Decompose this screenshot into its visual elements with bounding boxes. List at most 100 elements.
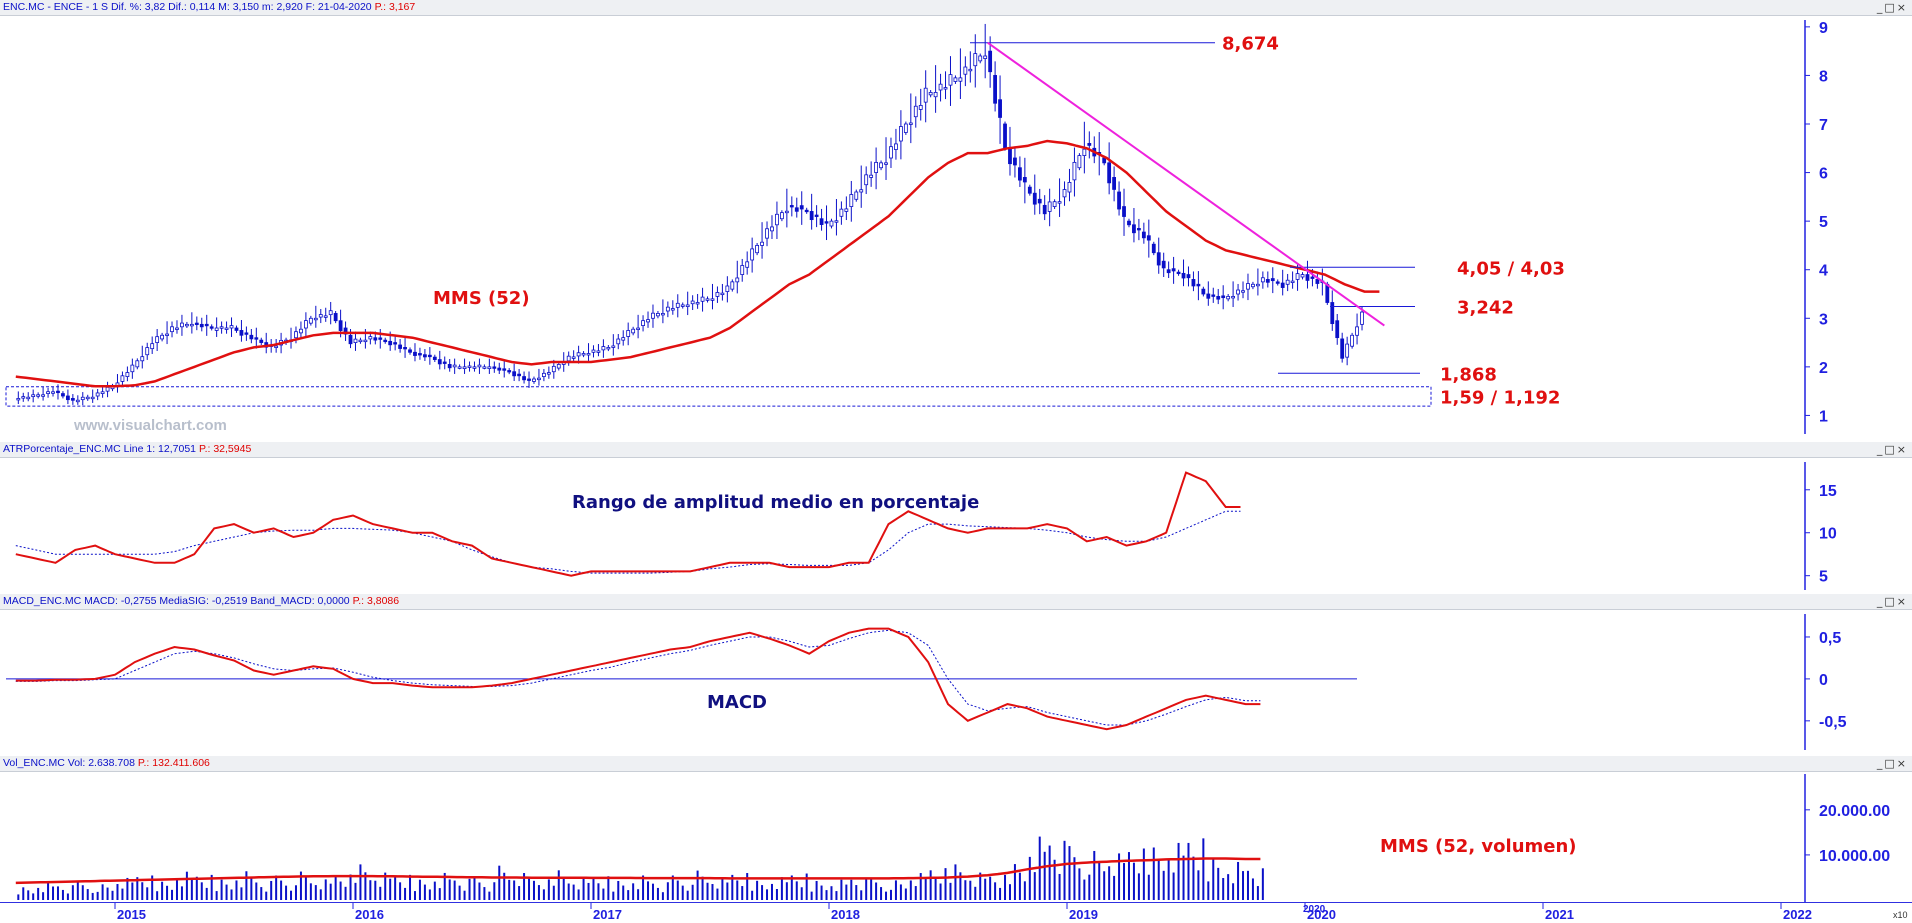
price-candle bbox=[165, 333, 169, 336]
price-candle bbox=[849, 194, 854, 207]
volume-bar bbox=[934, 876, 937, 900]
volume-bar bbox=[542, 889, 545, 900]
price-candle bbox=[1260, 277, 1265, 283]
macd-annotation: MACD bbox=[707, 692, 767, 713]
volume-bar bbox=[175, 880, 178, 900]
price-candle bbox=[1032, 192, 1037, 205]
price-candle bbox=[854, 191, 859, 200]
volume-panel: Vol_ENC.MC Vol: 2.638.708 P.: 132.411.60… bbox=[0, 756, 1912, 902]
price-candle bbox=[497, 367, 502, 371]
price-candle bbox=[1122, 206, 1126, 217]
price-candle bbox=[61, 393, 65, 397]
price-candle bbox=[467, 365, 472, 368]
volume-bar bbox=[116, 884, 119, 900]
price-candle bbox=[1290, 280, 1295, 283]
volume-bar bbox=[448, 879, 451, 900]
atr-panel-last: P.: 32,5945 bbox=[198, 443, 252, 455]
volume-bar bbox=[389, 878, 392, 900]
macd-panel-window-controls[interactable]: _□× bbox=[1876, 595, 1908, 608]
volume-bar bbox=[151, 875, 154, 900]
price-candle bbox=[670, 308, 675, 311]
axis-corner-label: x10 bbox=[1893, 910, 1908, 920]
volume-bar bbox=[1197, 870, 1200, 900]
volume-bar bbox=[1053, 859, 1056, 900]
volume-bar bbox=[989, 876, 992, 900]
price-candle bbox=[145, 347, 150, 356]
price-candle bbox=[690, 300, 695, 305]
price-candle bbox=[551, 365, 556, 373]
volume-bar bbox=[969, 880, 972, 900]
volume-bar bbox=[994, 882, 997, 900]
price-candle bbox=[1251, 283, 1255, 288]
price-candle bbox=[219, 326, 224, 329]
volume-average-line bbox=[15, 857, 1261, 885]
year-label: 2016 bbox=[355, 907, 384, 922]
price-candle bbox=[537, 377, 541, 381]
price-candle bbox=[864, 174, 869, 186]
volume-bar bbox=[666, 882, 669, 900]
volume-panel-window-controls[interactable]: _□× bbox=[1876, 757, 1908, 770]
price-candle bbox=[1330, 302, 1335, 325]
price-candle bbox=[1008, 147, 1012, 165]
volume-bar bbox=[929, 870, 932, 900]
price-candle bbox=[993, 75, 998, 104]
price-candle bbox=[938, 83, 943, 91]
price-candle bbox=[1171, 268, 1176, 272]
volume-bar bbox=[860, 890, 863, 900]
volume-chart: 10.000.00 20.000.00 MMS (52, volumen) bbox=[15, 774, 1890, 902]
price-candle bbox=[318, 314, 323, 318]
price-candle bbox=[824, 221, 829, 224]
volume-bar bbox=[701, 876, 704, 900]
price-candle bbox=[442, 361, 447, 364]
volume-bar bbox=[820, 885, 823, 900]
volume-bar bbox=[314, 885, 317, 900]
price-candle bbox=[680, 304, 685, 307]
price-candle bbox=[1072, 161, 1077, 181]
price-candle bbox=[799, 205, 804, 210]
volume-bar bbox=[409, 874, 412, 900]
atr-scale-tick-label: 5 bbox=[1819, 569, 1828, 586]
volume-bar bbox=[56, 886, 59, 900]
atr-panel-title: ATRPorcentaje_ENC.MC bbox=[3, 443, 121, 455]
price-candle bbox=[1027, 186, 1032, 194]
trendline bbox=[987, 41, 1385, 327]
price-candle bbox=[398, 344, 403, 349]
price-candle bbox=[1265, 279, 1270, 283]
price-candle bbox=[1211, 294, 1216, 297]
volume-bar bbox=[1098, 861, 1101, 900]
volume-bar bbox=[919, 873, 922, 900]
price-candle bbox=[1300, 274, 1305, 278]
macd-scale-tick-label: 0 bbox=[1819, 672, 1828, 689]
price-candle bbox=[70, 398, 75, 401]
price-candle bbox=[755, 245, 760, 254]
volume-bar bbox=[255, 882, 258, 900]
price-candle bbox=[998, 99, 1002, 118]
price-candle bbox=[155, 336, 160, 343]
volume-bar bbox=[647, 881, 650, 900]
volume-bar bbox=[909, 880, 912, 900]
price-scale-tick-label: 4 bbox=[1819, 263, 1828, 280]
atr-panel-window-controls[interactable]: _□× bbox=[1876, 443, 1908, 456]
price-candle bbox=[487, 366, 492, 370]
price-candle bbox=[95, 392, 100, 397]
watermark: www.visualchart.com bbox=[73, 417, 227, 434]
price-candle bbox=[1206, 293, 1211, 299]
price-candle bbox=[765, 228, 769, 239]
price-candle bbox=[229, 325, 234, 329]
price-panel-window-controls[interactable]: _□× bbox=[1876, 1, 1908, 14]
price-candle bbox=[596, 350, 601, 353]
volume-bar bbox=[280, 880, 283, 900]
volume-bar bbox=[800, 887, 803, 900]
volume-bar bbox=[1237, 861, 1240, 900]
price-candle bbox=[646, 319, 650, 323]
price-candle bbox=[784, 210, 789, 214]
price-scale-tick-label: 1 bbox=[1819, 408, 1828, 425]
price-candle bbox=[194, 322, 199, 325]
volume-bar bbox=[889, 889, 892, 900]
volume-bar bbox=[547, 879, 550, 900]
price-candle bbox=[100, 391, 105, 394]
price-candle bbox=[700, 296, 705, 302]
volume-bar bbox=[835, 891, 838, 900]
volume-bar bbox=[894, 880, 897, 900]
volume-bar bbox=[1083, 879, 1086, 900]
